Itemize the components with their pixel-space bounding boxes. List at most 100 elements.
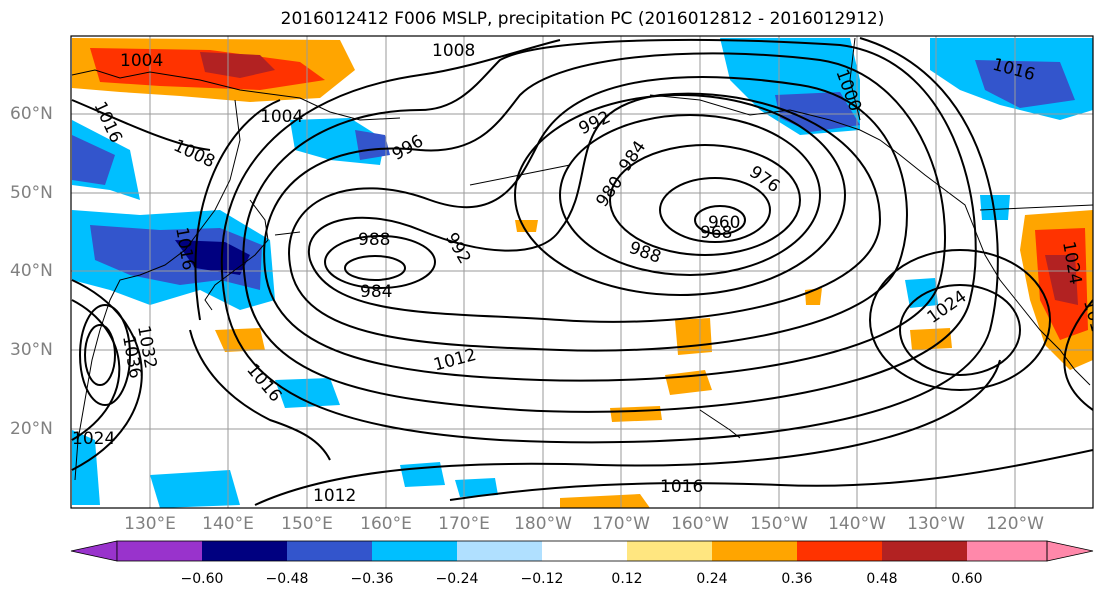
coastline [699,409,741,439]
isobar-988-east [514,94,846,296]
precip-patch [560,494,650,508]
lat-label: 20°N [10,419,53,439]
isobar-label: 1016 [660,477,703,497]
isobar-label: 988 [358,230,390,250]
isobar-1008 [220,37,999,444]
precip-patch [675,318,712,355]
colorbar-segment [967,541,1047,561]
colorbar-segment [117,541,202,561]
colorbar-tick-label: −0.24 [435,571,479,587]
lat-label: 40°N [10,261,53,281]
precip-patch [215,328,265,352]
colorbar-tick-label: −0.12 [520,571,564,587]
isobar-label: 960 [708,213,740,233]
precip-patch [200,52,275,78]
isobar-1032 [79,304,131,406]
lon-label: 180°W [514,514,572,534]
precip-patch [400,462,445,487]
precip-patch [610,406,662,422]
coastline [74,99,241,481]
colorbar-segment [882,541,967,561]
isobar-label: 996 [389,131,427,165]
isobar-label: 968 [700,223,732,243]
colorbar-tick-label: −0.60 [180,571,224,587]
isobar-1016-south [189,329,331,461]
precip-patch [1045,255,1078,305]
colorbar [70,540,1094,562]
lat-label: 30°N [10,340,53,360]
lon-label: 150°E [281,514,333,534]
isobar-1024-east [899,284,1021,376]
colorbar-extend-low [70,540,118,562]
lon-label: 160°E [360,514,412,534]
colorbar-extend-high [1046,540,1094,562]
isobar-1036 [84,324,116,386]
map-title: 2016012412 F006 MSLP, precipitation PC (… [280,9,885,29]
isobar-968 [659,177,771,243]
coastline [71,69,401,121]
coastline [649,94,1091,386]
lon-label: 130°W [907,514,965,534]
colorbar-segment [372,541,457,561]
isobar-1016-north [71,99,211,151]
colorbar-frame [116,540,1048,562]
isobar-label: 992 [576,107,614,139]
colorbar-tick-label: −0.36 [350,571,394,587]
precip-patch [975,60,1075,108]
lon-label: 140°E [202,514,254,534]
lon-label: 120°W [986,514,1044,534]
precip-patch [150,470,240,508]
colorbar-tick-label: −0.48 [265,571,309,587]
isobar-low-984 [324,235,436,289]
lon-label: 150°W [750,514,808,534]
isobar-1020-east [869,249,1051,391]
colorbar-tick-label: 0.60 [951,571,983,587]
isobar-976 [609,144,801,256]
isobar-1016-bottom [449,449,1093,501]
lat-label: 50°N [10,183,53,203]
isobar-pacific-high [1063,299,1093,411]
isobar-1024-west [71,299,121,441]
lon-label: 160°W [671,514,729,534]
lon-label: 170°W [592,514,650,534]
precip-patch [775,92,860,132]
colorbar-segment [797,541,882,561]
isobar-1020-west [71,279,143,471]
isobar-label: 980 [592,173,627,211]
colorbar-segment [202,541,287,561]
colorbar-tick-label: 0.12 [611,571,643,587]
coastlines [71,37,1093,481]
colorbar-tick-label: 0.24 [696,571,728,587]
isobar-label: 1012 [313,486,356,506]
isobar-label: 1004 [260,107,303,127]
colorbar-segment [542,541,627,561]
lon-label: 170°E [438,514,490,534]
lat-label: 60°N [10,104,53,124]
precip-patch [455,478,498,497]
coastline [979,204,1093,211]
isobar-label: 1004 [120,51,163,71]
isobar-1000 [263,52,946,382]
colorbar-segment [287,541,372,561]
colorbar-tick-label: 0.36 [781,571,813,587]
precip-patch [980,195,1010,220]
isobar-960 [694,205,746,235]
lon-label: 130°E [124,514,176,534]
precip-patch [905,278,938,308]
lon-label: 140°W [828,514,886,534]
isobar-low-inner [344,255,406,281]
colorbar-tick-label: 0.48 [866,571,898,587]
isobar-992 [307,92,882,323]
precipitation-shading [72,38,1093,508]
colorbar-segment [712,541,797,561]
precip-patch [90,225,262,290]
precip-patch [72,430,100,505]
isobars [71,37,1093,506]
isobar-996 [288,76,908,352]
colorbar-segment [457,541,542,561]
precip-patch [72,135,115,185]
coastline [274,231,301,236]
isobar-984 [559,114,821,276]
isobar-label: 976 [745,162,783,197]
